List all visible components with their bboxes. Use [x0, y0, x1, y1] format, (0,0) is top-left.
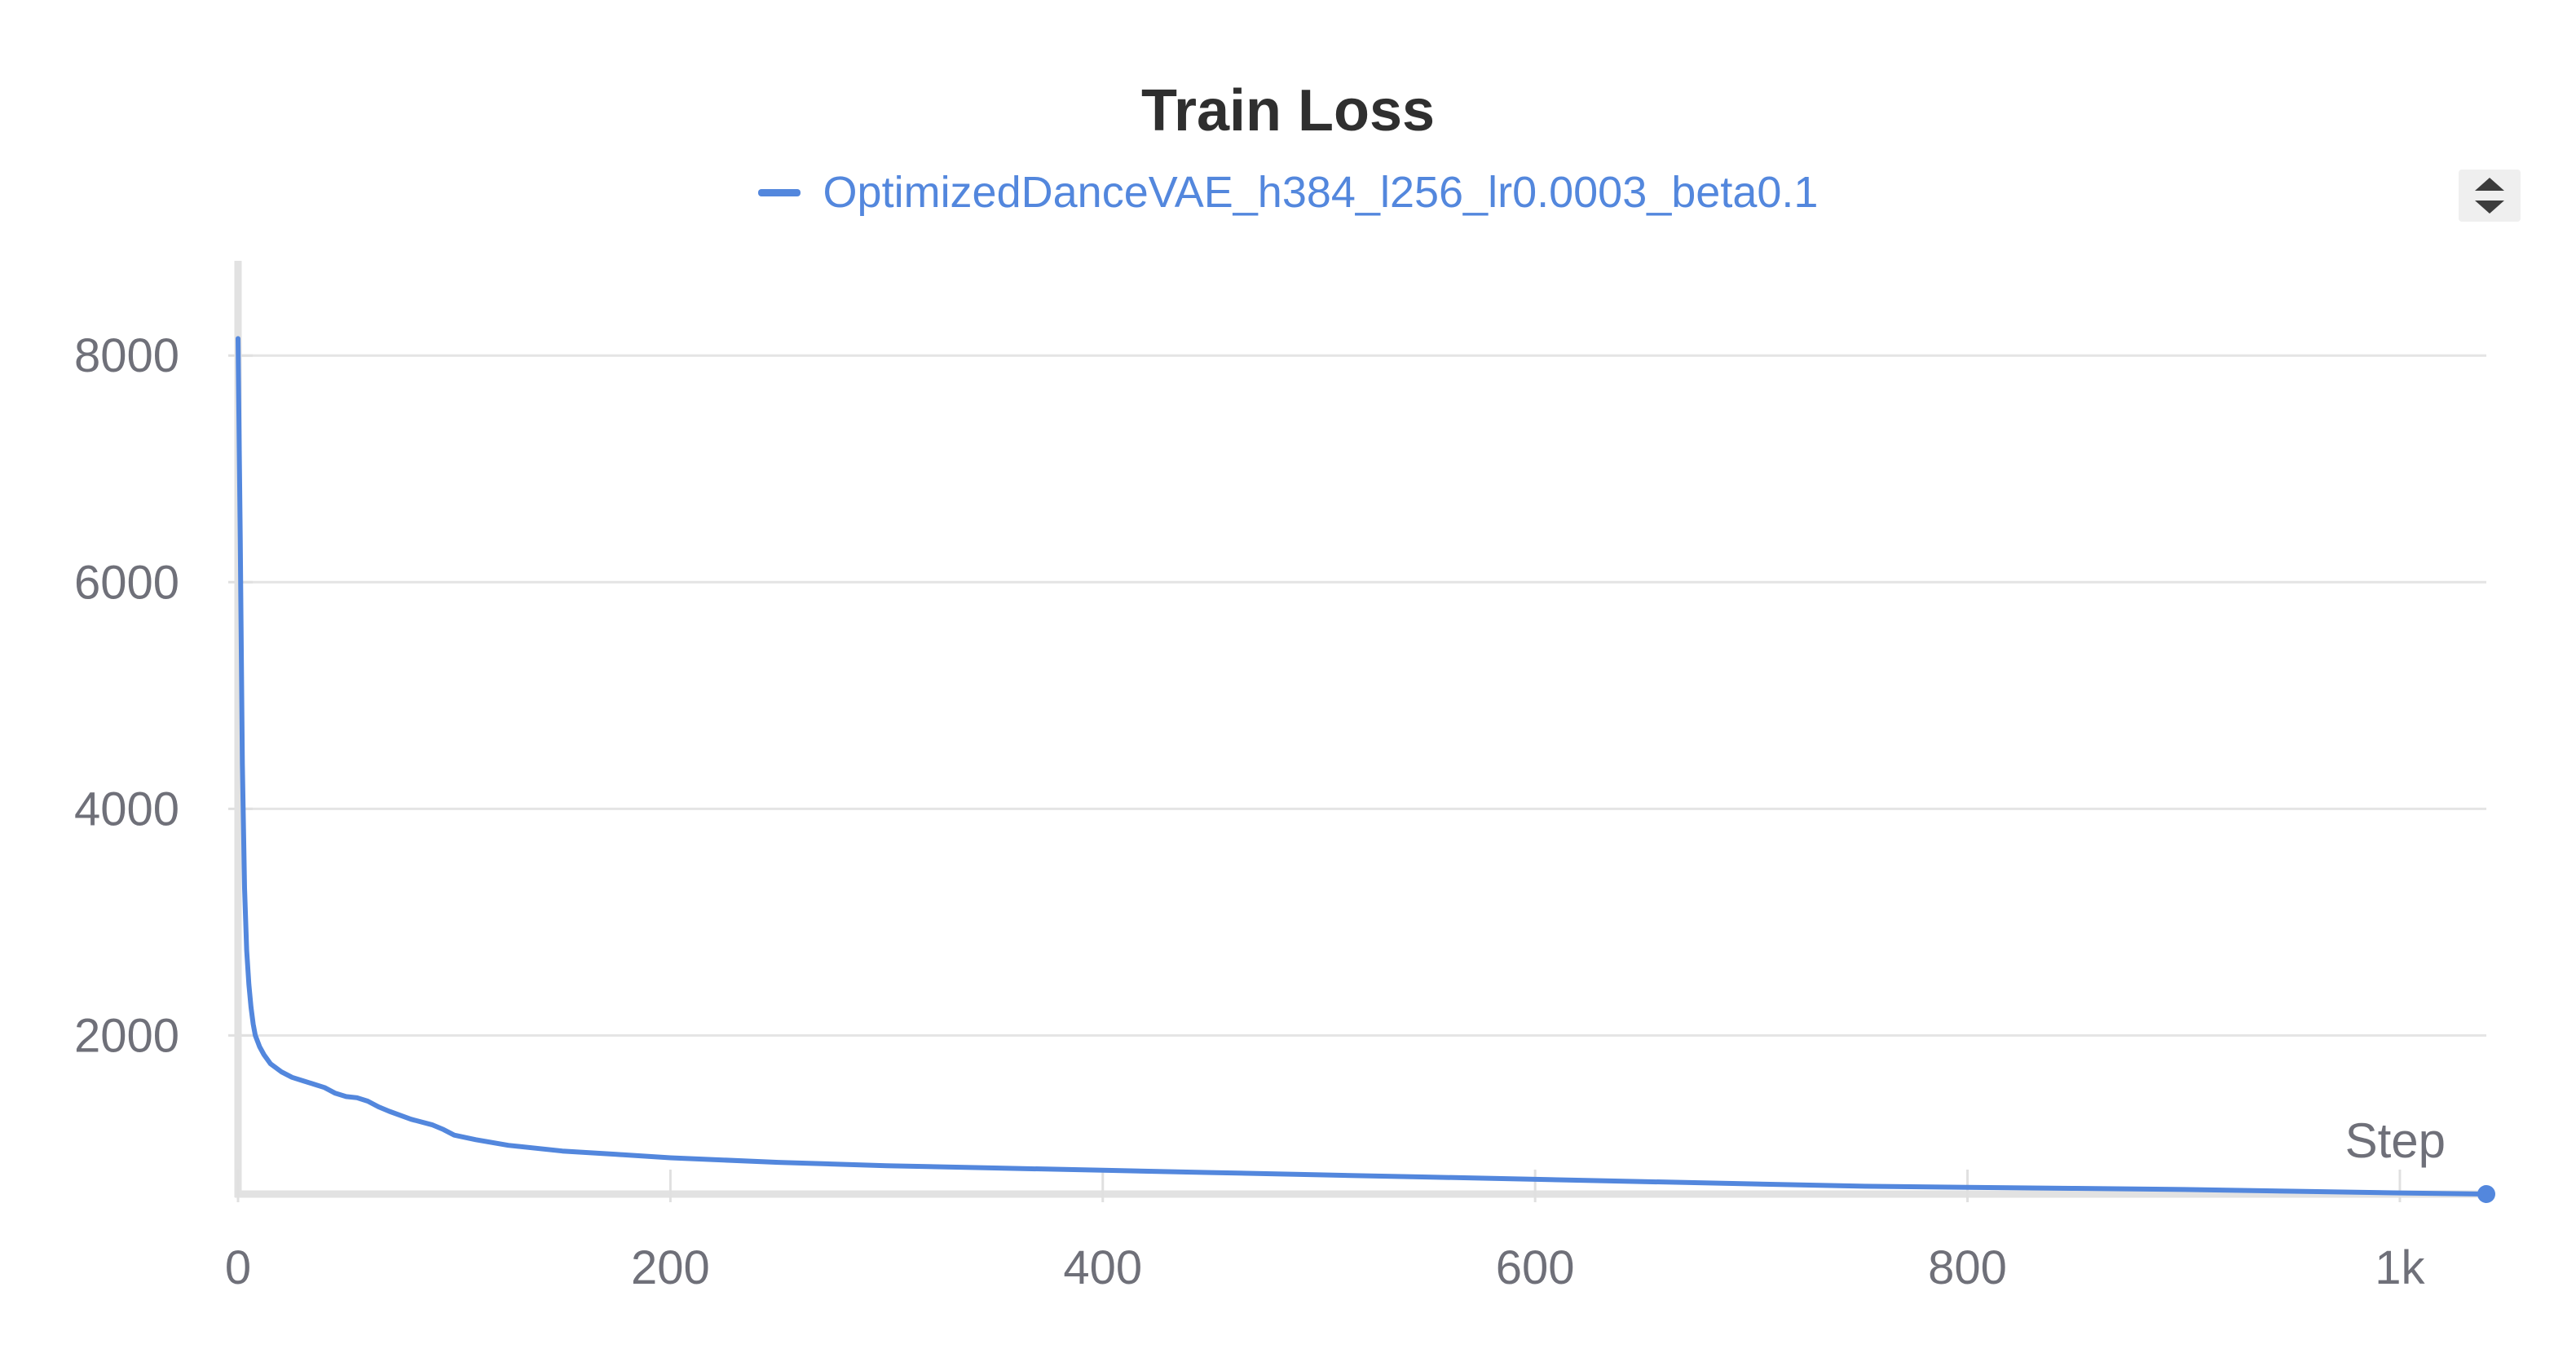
legend[interactable]: OptimizedDanceVAE_h384_l256_lr0.0003_bet… — [0, 167, 2576, 218]
chart-title: Train Loss — [1140, 78, 1436, 143]
triangle-down-icon[interactable] — [2475, 201, 2504, 214]
y-tick-label: 8000 — [74, 329, 179, 382]
series-layer — [236, 336, 2495, 1203]
x-tick-label: 1k — [2375, 1241, 2425, 1294]
x-tick-label: 200 — [631, 1241, 710, 1294]
x-tick-label: 600 — [1496, 1241, 1575, 1294]
axes — [228, 261, 2486, 1202]
y-tick-label: 4000 — [74, 782, 179, 835]
series-end-point — [2477, 1185, 2495, 1203]
y-tick-label: 6000 — [74, 556, 179, 609]
legend-swatch — [757, 188, 801, 196]
triangle-up-icon[interactable] — [2475, 178, 2504, 191]
tick-labels: 2000 4000 6000 8000 0 200 400 600 800 1k Step — [74, 329, 2446, 1294]
x-tick-label: 400 — [1063, 1241, 1142, 1294]
gridlines — [238, 354, 2486, 1037]
legend-label: OptimizedDanceVAE_h384_l256_lr0.0003_bet… — [823, 168, 1819, 217]
y-tick-label: 2000 — [74, 1009, 179, 1062]
legend-scroll-control[interactable] — [2459, 170, 2521, 222]
x-axis-label: Step — [2345, 1113, 2446, 1168]
series-line — [236, 336, 2489, 1197]
x-tick-label: 800 — [1928, 1241, 2007, 1294]
x-tick-label: 0 — [225, 1241, 251, 1294]
